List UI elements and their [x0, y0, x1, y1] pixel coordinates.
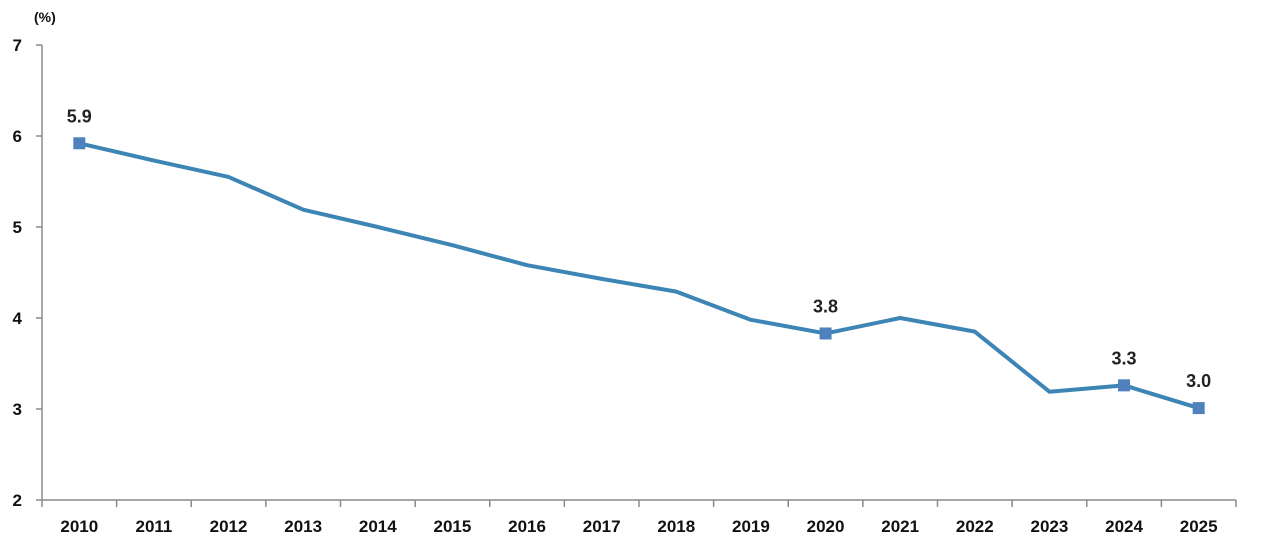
series-line [77, 141, 1201, 411]
x-tick-label: 2014 [359, 517, 397, 536]
data-point-marker [73, 137, 86, 150]
y-axis-unit-label: (%) [34, 9, 56, 25]
y-tick-label: 7 [13, 36, 22, 55]
x-tick-label: 2021 [881, 517, 919, 536]
data-point-marker [1192, 402, 1205, 415]
y-tick-label: 2 [13, 491, 22, 510]
y-tick-label: 6 [13, 127, 22, 146]
x-tick-label: 2024 [1105, 517, 1143, 536]
marker-group [73, 137, 1205, 415]
y-tick-label: 3 [13, 400, 22, 419]
y-tick-label: 4 [13, 309, 23, 328]
y-axis-ticks: 2 3 4 5 6 7 [13, 36, 42, 510]
data-point-marker [1118, 379, 1131, 392]
x-tick-label: 2020 [807, 517, 845, 536]
series-group [77, 141, 1201, 411]
y-tick-label: 5 [13, 218, 22, 237]
x-tick-label: 2015 [434, 517, 472, 536]
x-tick-label: 2010 [60, 517, 98, 536]
data-point-marker [819, 327, 832, 340]
x-tick-label: 2025 [1180, 517, 1218, 536]
data-label: 3.0 [1186, 371, 1211, 391]
data-label-group: 5.9 3.8 3.3 3.0 [67, 106, 1211, 391]
x-tick-label: 2018 [657, 517, 695, 536]
axes [41, 45, 1236, 501]
x-tick-label: 2016 [508, 517, 546, 536]
x-tick-label: 2023 [1031, 517, 1069, 536]
x-tick-label: 2012 [210, 517, 248, 536]
data-label: 5.9 [67, 106, 92, 126]
data-label: 3.8 [813, 296, 838, 316]
x-tick-label: 2022 [956, 517, 994, 536]
x-tick-label: 2019 [732, 517, 770, 536]
x-tick-label: 2013 [284, 517, 322, 536]
data-label: 3.3 [1112, 348, 1137, 368]
x-tick-label: 2011 [135, 517, 172, 536]
x-axis-ticks: 2010 2011 2012 2013 2014 2015 2016 2017 2018 2019… [41, 500, 1237, 536]
x-tick-label: 2017 [583, 517, 621, 536]
